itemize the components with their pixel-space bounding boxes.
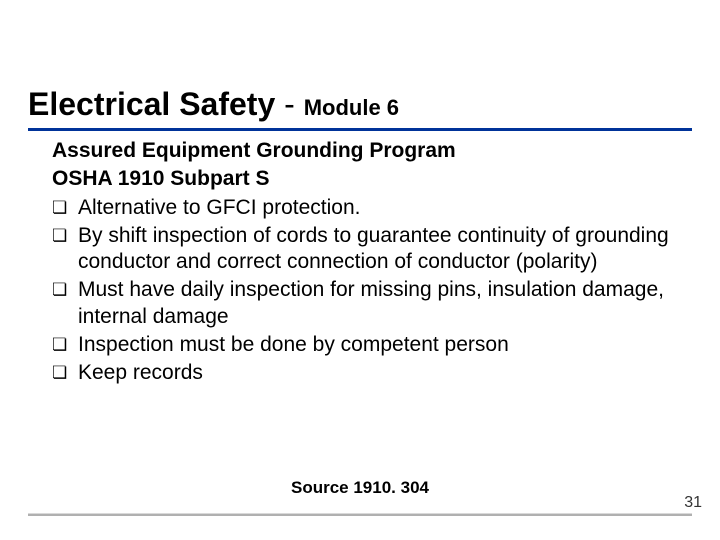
- content-area: Assured Equipment Grounding Program OSHA…: [52, 138, 672, 388]
- slide: Electrical Safety - Module 6 Assured Equ…: [0, 0, 720, 540]
- title-separator: -: [275, 86, 303, 122]
- bullet-item: Keep records: [52, 360, 672, 386]
- source-citation: Source 1910. 304: [0, 478, 720, 498]
- bullet-item: By shift inspection of cords to guarante…: [52, 223, 672, 276]
- slide-title: Electrical Safety - Module 6: [28, 86, 692, 123]
- bullet-item: Inspection must be done by competent per…: [52, 332, 672, 358]
- title-module: Module 6: [304, 95, 399, 120]
- page-number: 31: [684, 494, 702, 512]
- title-main: Electrical Safety: [28, 86, 275, 122]
- content-heading-1: Assured Equipment Grounding Program: [52, 138, 672, 164]
- bullet-item: Alternative to GFCI protection.: [52, 195, 672, 221]
- bullet-item: Must have daily inspection for missing p…: [52, 277, 672, 330]
- footer-divider: [28, 513, 692, 516]
- title-underline: [28, 128, 692, 131]
- bullet-list: Alternative to GFCI protection. By shift…: [52, 195, 672, 387]
- content-heading-2: OSHA 1910 Subpart S: [52, 166, 672, 192]
